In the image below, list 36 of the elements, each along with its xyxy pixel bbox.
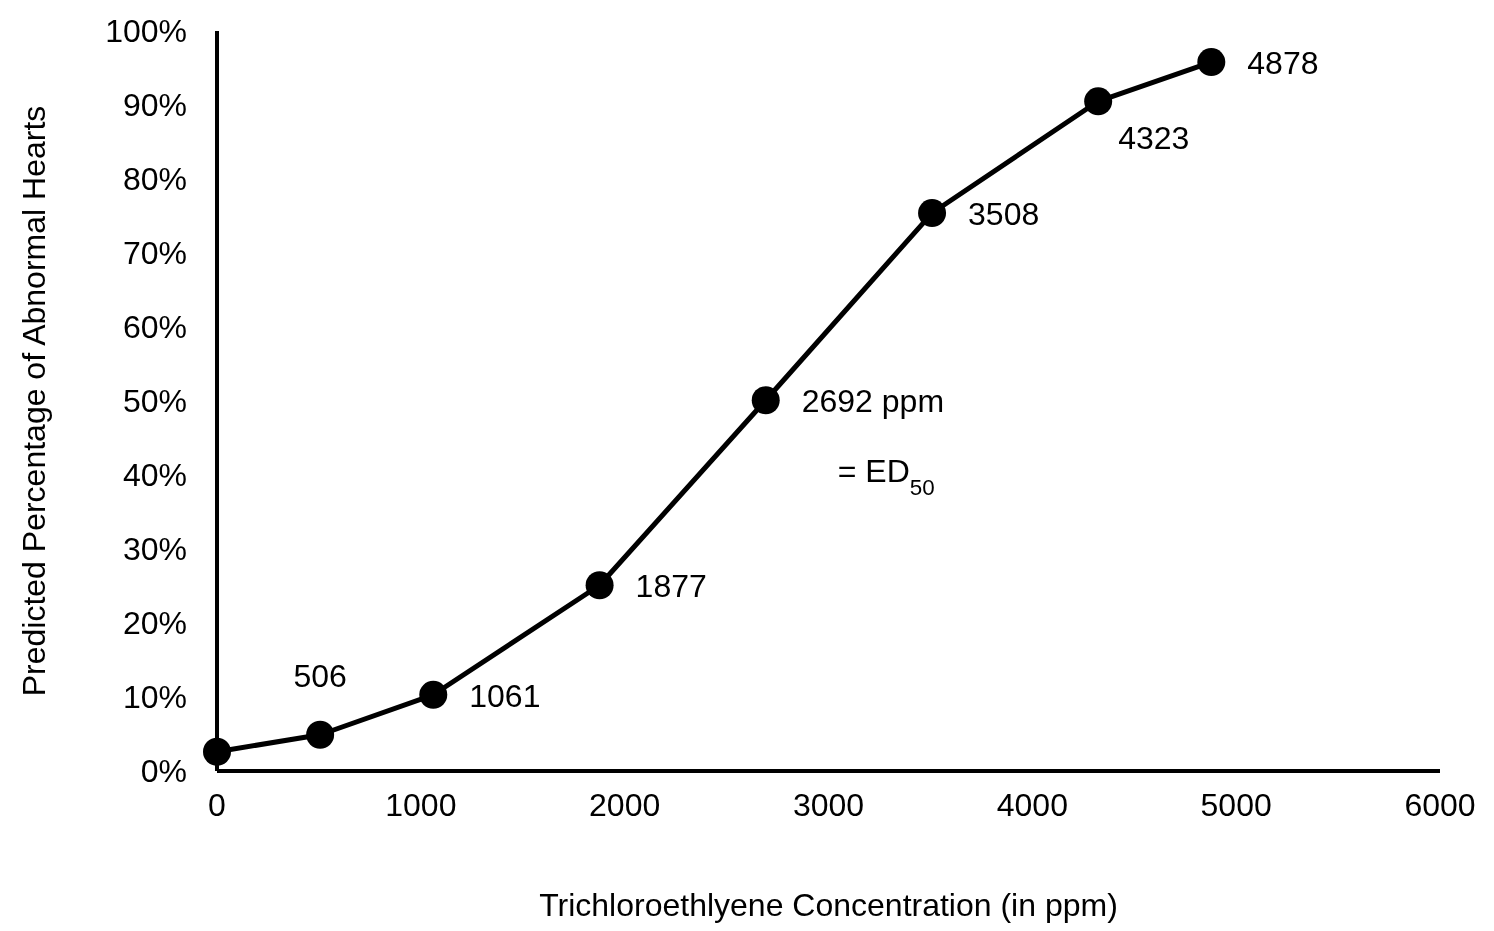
annotation: 4323 <box>1118 120 1190 157</box>
y-tick-label: 20% <box>122 605 187 642</box>
y-tick-label: 60% <box>122 309 187 346</box>
y-tick-label: 10% <box>122 679 187 716</box>
y-tick-label: 80% <box>122 161 187 198</box>
y-tick-label: 40% <box>122 457 187 494</box>
y-tick-label: 100% <box>105 13 187 50</box>
x-tick-label: 0 <box>208 787 226 823</box>
annotation: 3508 <box>968 196 1040 233</box>
point <box>585 571 614 600</box>
point <box>751 386 780 415</box>
y-tick-label: 90% <box>122 87 187 124</box>
annotation: 506 <box>293 657 347 694</box>
y-axis-title: Predicted Percentage of Abnormal Hearts <box>16 105 52 697</box>
y-tick-label: 30% <box>122 531 187 568</box>
point <box>203 737 231 766</box>
annotation: 1877 <box>635 568 707 605</box>
x-tick-label: 6000 <box>1404 787 1476 823</box>
annotation: = ED$_{50}$ <box>837 453 935 500</box>
y-tick-label: 50% <box>122 383 187 420</box>
point <box>306 720 335 749</box>
point <box>918 199 947 228</box>
annotation: 2692 ppm <box>801 383 945 420</box>
point <box>419 680 448 709</box>
y-tick-label: 0% <box>140 753 187 790</box>
y-tick-label: 70% <box>122 235 187 272</box>
point <box>1084 87 1113 116</box>
x-tick-label: 3000 <box>792 787 865 823</box>
x-tick-label: 5000 <box>1200 787 1272 823</box>
annotation: 1061 <box>469 677 541 714</box>
x-tick-label: 4000 <box>996 787 1068 823</box>
point <box>1197 48 1226 77</box>
x-tick-label: 2000 <box>589 787 661 823</box>
annotation: 4878 <box>1247 45 1319 82</box>
x-tick-label: 1000 <box>385 787 457 823</box>
x-axis-title: Trichloroethlyene Concentration (in ppm) <box>539 887 1118 923</box>
